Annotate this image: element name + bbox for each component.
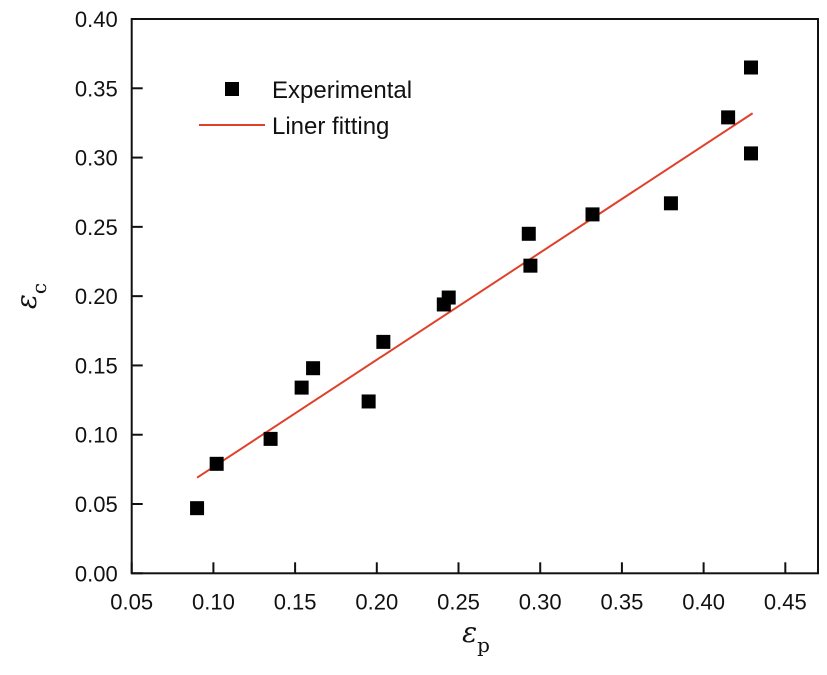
data-point — [306, 361, 321, 376]
data-point — [744, 146, 759, 161]
x-tick-label: 0.15 — [274, 589, 317, 614]
x-tick-label: 0.40 — [682, 589, 725, 614]
legend-label-fit: Liner fitting — [272, 113, 389, 140]
y-tick-label: 0.30 — [75, 146, 118, 171]
legend-label-experimental: Experimental — [272, 77, 412, 104]
x-tick-label: 0.35 — [601, 589, 644, 614]
fit-line — [196, 112, 754, 479]
y-tick-label: 0.20 — [75, 284, 118, 309]
y-tick-label: 0.40 — [75, 7, 118, 32]
data-point — [523, 258, 538, 273]
data-point — [294, 380, 309, 395]
x-axis-label: εp — [462, 616, 490, 657]
y-axis-label: εc — [10, 283, 51, 309]
x-tick-label: 0.20 — [355, 589, 398, 614]
y-tick-label: 0.15 — [75, 353, 118, 378]
x-tick-label: 0.45 — [764, 589, 807, 614]
plot-frame — [130, 18, 819, 575]
data-point — [190, 501, 205, 516]
x-tick-label: 0.30 — [519, 589, 562, 614]
x-tick-label: 0.05 — [110, 589, 153, 614]
legend: Experimental Liner fitting — [199, 77, 412, 140]
data-point — [441, 290, 456, 305]
data-point — [521, 226, 536, 241]
data-point — [744, 60, 759, 75]
x-tick-label: 0.10 — [192, 589, 235, 614]
data-point — [585, 207, 600, 222]
data-point — [663, 196, 678, 211]
x-tick-label: 0.25 — [437, 589, 480, 614]
y-tick-label: 0.00 — [75, 561, 118, 586]
y-tick-label: 0.05 — [75, 492, 118, 517]
data-point — [376, 334, 391, 349]
legend-marker-experimental — [225, 82, 239, 96]
data-point — [721, 110, 736, 125]
y-tick-label: 0.35 — [75, 76, 118, 101]
y-tick-label: 0.10 — [75, 423, 118, 448]
data-point — [209, 456, 224, 471]
y-tick-label: 0.25 — [75, 215, 118, 240]
data-point — [263, 431, 278, 446]
data-point — [361, 394, 376, 409]
